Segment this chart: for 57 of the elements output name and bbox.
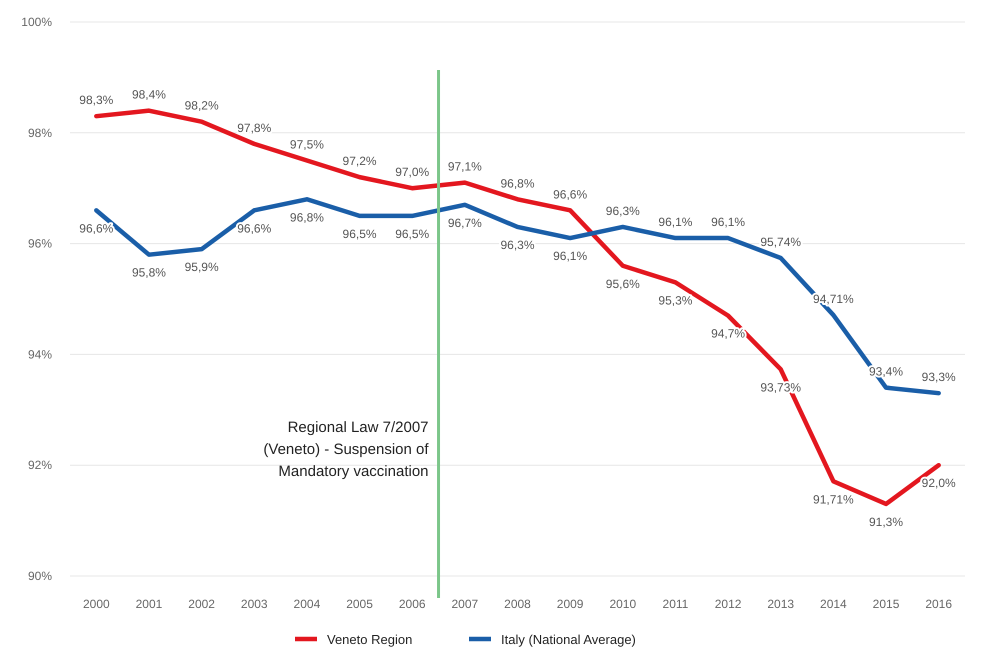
x-tick-label: 2000 bbox=[82, 597, 110, 611]
y-tick-label: 98% bbox=[28, 126, 52, 140]
data-label: 96,1% bbox=[553, 249, 588, 264]
x-tick-label: 2016 bbox=[925, 597, 952, 611]
data-label: 97,8% bbox=[237, 120, 272, 135]
x-tick-label: 2001 bbox=[136, 597, 163, 611]
data-label: 98,3% bbox=[79, 93, 114, 108]
data-label: 96,7% bbox=[448, 216, 482, 230]
x-tick-label: 2002 bbox=[188, 597, 216, 611]
x-tick-label: 2011 bbox=[662, 597, 689, 611]
ref-line-label: Regional Law 7/2007 (Veneto) - Suspension of Mandatory vaccination bbox=[263, 418, 430, 480]
y-tick-label: 100% bbox=[21, 15, 52, 29]
data-label: 97,0% bbox=[395, 165, 430, 180]
data-label: 96,6% bbox=[237, 221, 272, 236]
data-label: 95,6% bbox=[606, 276, 640, 291]
y-tick-label: 92% bbox=[28, 458, 52, 472]
y-tick-label: 90% bbox=[28, 569, 52, 583]
data-label: 95,3% bbox=[658, 293, 693, 308]
data-label: 91,3% bbox=[869, 514, 904, 529]
data-label: 96,3% bbox=[606, 204, 640, 218]
data-label: 93,3% bbox=[922, 370, 956, 384]
data-label: 94,7% bbox=[711, 326, 746, 341]
x-tick-label: 2003 bbox=[240, 597, 268, 611]
data-label: 96,6% bbox=[553, 187, 588, 202]
y-tick-label: 94% bbox=[28, 347, 52, 362]
data-label: 97,2% bbox=[342, 154, 377, 168]
data-label: 98,4% bbox=[132, 88, 166, 102]
x-tick-label: 2013 bbox=[767, 597, 794, 611]
data-label: 91,71% bbox=[813, 492, 854, 506]
y-tick-label: 96% bbox=[28, 236, 52, 251]
data-label: 96,5% bbox=[395, 226, 430, 241]
data-label: 92,0% bbox=[922, 476, 956, 490]
x-tick-label: 2010 bbox=[609, 597, 636, 611]
x-tick-label: 2004 bbox=[294, 597, 321, 611]
x-tick-label: 2006 bbox=[398, 597, 426, 611]
data-label: 98,2% bbox=[184, 98, 219, 113]
x-tick-label: 2005 bbox=[346, 597, 374, 611]
data-label: 95,9% bbox=[184, 260, 219, 274]
data-label: 97,5% bbox=[290, 138, 324, 152]
data-label: 97,1% bbox=[448, 160, 482, 174]
data-label: 96,1% bbox=[711, 215, 746, 230]
data-label: 96,8% bbox=[290, 210, 324, 224]
data-label: 95,74% bbox=[760, 235, 802, 250]
data-label: 96,5% bbox=[342, 226, 377, 241]
x-tick-label: 2008 bbox=[504, 597, 532, 611]
x-tick-label: 2014 bbox=[820, 597, 848, 611]
data-label: 96,6% bbox=[79, 221, 114, 236]
x-tick-label: 2009 bbox=[556, 597, 584, 611]
x-tick-label: 2012 bbox=[714, 597, 742, 611]
x-tick-label: 2007 bbox=[452, 597, 479, 611]
data-label: 95,8% bbox=[132, 266, 166, 280]
data-label: 96,8% bbox=[500, 176, 535, 190]
data-label: 96,3% bbox=[500, 238, 535, 252]
data-label: 96,1% bbox=[658, 215, 693, 230]
x-tick-label: 2015 bbox=[872, 597, 900, 611]
legend-label: Italy (National Average) bbox=[501, 632, 636, 647]
legend-label: Veneto Region bbox=[327, 632, 412, 647]
